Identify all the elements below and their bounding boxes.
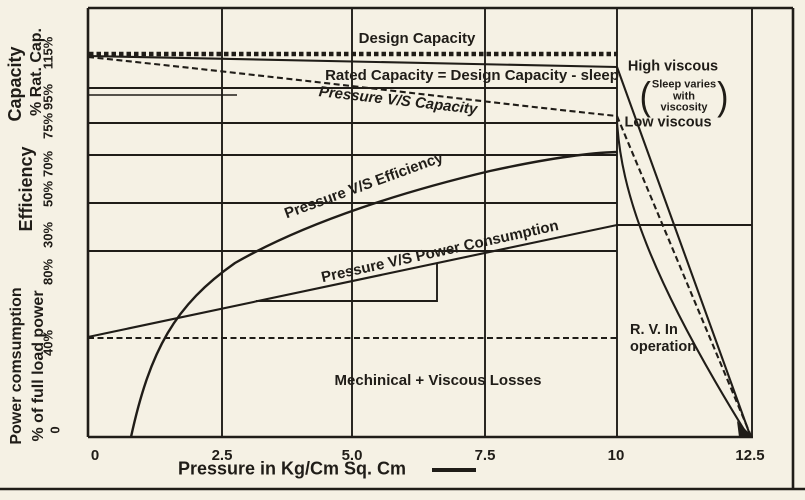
y-axis-title-efficiency: Efficiency <box>16 146 36 232</box>
y-tick-50: 50% <box>40 180 56 208</box>
efficiency-curve <box>129 150 618 438</box>
y-axis-subtitle-power: % of full load power <box>30 290 47 442</box>
power-consumption-line <box>87 223 752 339</box>
paren-open: ( <box>639 74 651 119</box>
rated-capacity-line <box>87 54 618 69</box>
grid-vertical-lines <box>221 8 753 437</box>
losses-label: Mechinical + Viscous Losses <box>334 372 542 390</box>
high-viscous-fall-line <box>616 66 751 436</box>
sleep-note-line2: with <box>673 90 695 103</box>
x-tick-10: 10 <box>607 447 625 465</box>
low-viscous-fall-line <box>615 120 749 437</box>
x-axis-title: Pressure in Kg/Cm Sq. Cm <box>177 458 407 479</box>
power-step-segment <box>256 264 438 302</box>
y-tick-0: 0 <box>47 426 63 434</box>
grid-horizontal-lines <box>88 87 617 252</box>
y-axis-title-capacity: Capacity <box>5 46 25 122</box>
design-capacity-label: Design Capacity <box>358 30 476 48</box>
capacity-fall-dashed-line <box>616 115 752 437</box>
pressure-vs-capacity-line <box>87 55 618 118</box>
sleep-note-line3: viscosity <box>660 101 708 114</box>
x-tick-12-5: 12.5 <box>735 447 765 465</box>
y-tick-70: 70% <box>40 150 56 178</box>
x-tick-7-5: 7.5 <box>474 447 496 465</box>
x-tick-2-5: 2.5 <box>211 447 233 465</box>
rated-capacity-label: Rated Capacity = Design Capacity - sleep <box>325 67 619 85</box>
y-tick-115: 115% <box>40 36 56 70</box>
y-tick-95: 95% <box>40 83 56 111</box>
y-tick-75: 75% <box>40 112 56 140</box>
x-tick-0: 0 <box>90 447 100 465</box>
rv-line1: R. V. In <box>630 322 678 338</box>
dash-mark-icon <box>432 468 476 472</box>
y-tick-40: 40% <box>40 329 56 357</box>
rv-in-operation-label: R. V. In operation <box>630 322 696 355</box>
high-viscous-label: High viscous <box>627 58 719 75</box>
x-tick-5-0: 5.0 <box>341 447 363 465</box>
sleep-note-line1: Sleep varies <box>651 78 717 91</box>
low-viscous-label: Low viscous <box>624 114 712 131</box>
sleep-note: ( Sleep varies with viscosity ) <box>639 74 729 119</box>
convergence-arrow-icon <box>737 421 752 437</box>
y-axis-title-power: Power comsumption <box>8 287 25 445</box>
rv-line2: operation <box>630 338 697 355</box>
paren-close: ) <box>717 74 729 119</box>
y-tick-80: 80% <box>40 258 56 286</box>
y-tick-30: 30% <box>40 221 56 249</box>
